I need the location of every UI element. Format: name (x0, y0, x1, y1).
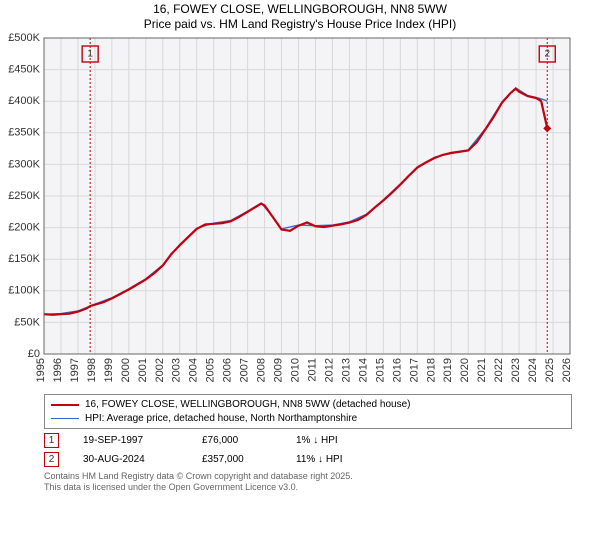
svg-text:2002: 2002 (154, 358, 166, 382)
marker-row-2: 2 30-AUG-2024 £357,000 11% ↓ HPI (44, 452, 572, 467)
svg-text:1995: 1995 (35, 358, 47, 382)
svg-text:1999: 1999 (103, 358, 115, 382)
svg-text:2000: 2000 (120, 358, 132, 382)
marker-key-1: 1 (44, 433, 59, 448)
svg-text:2022: 2022 (493, 358, 505, 382)
svg-text:£100K: £100K (8, 285, 40, 297)
svg-text:2001: 2001 (137, 358, 149, 382)
svg-text:2012: 2012 (323, 358, 335, 382)
svg-text:2014: 2014 (357, 358, 369, 382)
svg-text:2025: 2025 (544, 358, 556, 382)
legend-swatch-series2 (51, 418, 79, 419)
legend-label-series1: 16, FOWEY CLOSE, WELLINGBOROUGH, NN8 5WW… (85, 398, 410, 412)
svg-text:2020: 2020 (459, 358, 471, 382)
marker-date-2: 30-AUG-2024 (83, 454, 178, 465)
svg-text:£150K: £150K (8, 253, 40, 265)
svg-text:2: 2 (544, 49, 550, 60)
svg-text:2015: 2015 (374, 358, 386, 382)
footer-line-1: Contains HM Land Registry data © Crown c… (44, 471, 572, 482)
marker-date-1: 19-SEP-1997 (83, 435, 178, 446)
legend-swatch-series1 (51, 404, 79, 406)
marker-price-1: £76,000 (202, 435, 272, 446)
svg-text:£400K: £400K (8, 95, 40, 107)
svg-text:2023: 2023 (510, 358, 522, 382)
svg-text:£250K: £250K (8, 190, 40, 202)
chart-container: 16, FOWEY CLOSE, WELLINGBOROUGH, NN8 5WW… (0, 0, 600, 560)
svg-text:£450K: £450K (8, 64, 40, 76)
svg-text:2017: 2017 (408, 358, 420, 382)
legend-label-series2: HPI: Average price, detached house, Nort… (85, 412, 357, 426)
svg-text:2021: 2021 (476, 358, 488, 382)
svg-text:2009: 2009 (273, 358, 285, 382)
svg-text:2024: 2024 (527, 358, 539, 382)
svg-text:2007: 2007 (239, 358, 251, 382)
svg-text:2004: 2004 (188, 358, 200, 382)
legend: 16, FOWEY CLOSE, WELLINGBOROUGH, NN8 5WW… (44, 394, 572, 429)
svg-text:2016: 2016 (391, 358, 403, 382)
legend-item-series2: HPI: Average price, detached house, Nort… (51, 412, 565, 426)
svg-text:£300K: £300K (8, 158, 40, 170)
legend-item-series1: 16, FOWEY CLOSE, WELLINGBOROUGH, NN8 5WW… (51, 398, 565, 412)
svg-text:2013: 2013 (340, 358, 352, 382)
footer: Contains HM Land Registry data © Crown c… (44, 471, 572, 494)
chart-title: 16, FOWEY CLOSE, WELLINGBOROUGH, NN8 5WW… (0, 0, 600, 32)
svg-text:£50K: £50K (14, 316, 40, 328)
svg-text:1998: 1998 (86, 358, 98, 382)
footer-line-2: This data is licensed under the Open Gov… (44, 482, 572, 493)
svg-text:2010: 2010 (290, 358, 302, 382)
svg-text:2018: 2018 (425, 358, 437, 382)
svg-text:£350K: £350K (8, 127, 40, 139)
svg-text:2006: 2006 (222, 358, 234, 382)
svg-text:2019: 2019 (442, 358, 454, 382)
svg-text:2003: 2003 (171, 358, 183, 382)
marker-delta-2: 11% ↓ HPI (296, 454, 391, 465)
title-line-1: 16, FOWEY CLOSE, WELLINGBOROUGH, NN8 5WW (0, 2, 600, 17)
svg-text:1: 1 (87, 49, 93, 60)
svg-text:2005: 2005 (205, 358, 217, 382)
marker-row-1: 1 19-SEP-1997 £76,000 1% ↓ HPI (44, 433, 572, 448)
svg-text:1996: 1996 (52, 358, 64, 382)
svg-text:2011: 2011 (306, 358, 318, 382)
title-line-2: Price paid vs. HM Land Registry's House … (0, 17, 600, 32)
svg-text:1997: 1997 (69, 358, 81, 382)
svg-text:£200K: £200K (8, 222, 40, 234)
svg-text:2026: 2026 (561, 358, 573, 382)
marker-price-2: £357,000 (202, 454, 272, 465)
svg-text:£500K: £500K (8, 32, 40, 44)
svg-text:2008: 2008 (256, 358, 268, 382)
price-chart: £0£50K£100K£150K£200K£250K£300K£350K£400… (0, 32, 600, 392)
marker-key-2: 2 (44, 452, 59, 467)
marker-table: 1 19-SEP-1997 £76,000 1% ↓ HPI 2 30-AUG-… (44, 433, 572, 467)
marker-delta-1: 1% ↓ HPI (296, 435, 391, 446)
